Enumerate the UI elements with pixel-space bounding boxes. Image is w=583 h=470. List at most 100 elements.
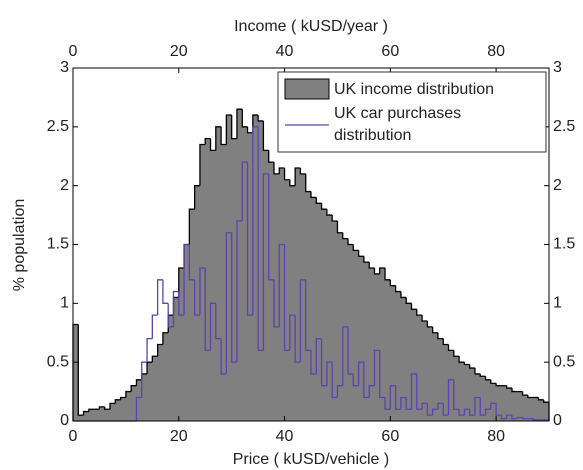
histogram-bar: [459, 362, 465, 421]
histogram-outline: [315, 197, 322, 204]
y2-tick-label: 0.5: [553, 353, 575, 370]
histogram-outline: [204, 137, 211, 145]
y-tick-label: 1: [60, 295, 69, 312]
histogram-bar: [99, 406, 106, 421]
histogram-step: [442, 403, 449, 416]
histogram-bar: [437, 338, 444, 421]
histogram-outline: [294, 167, 301, 186]
histogram-outline: [299, 168, 306, 175]
histogram-step: [268, 173, 274, 281]
histogram-outline: [474, 368, 481, 375]
histogram-outline: [463, 362, 470, 366]
histogram-outline: [236, 108, 243, 139]
x-axis-label: Price ( kUSD/vehicle ): [233, 451, 389, 468]
histogram-bar: [242, 126, 248, 421]
histogram-bar: [184, 244, 190, 421]
histogram-outline: [199, 143, 206, 186]
histogram-step: [167, 303, 174, 328]
histogram-bar: [321, 209, 328, 421]
histogram-step: [405, 397, 412, 410]
histogram-step: [151, 314, 158, 339]
y-tick-label: 2: [60, 177, 69, 194]
histogram-bar: [295, 168, 301, 421]
y2-tick-label: 2.5: [553, 118, 575, 135]
histogram-step: [209, 302, 216, 351]
histogram-bar: [226, 115, 233, 422]
histogram-outline: [268, 150, 274, 163]
histogram-outline: [511, 388, 518, 393]
histogram-bar: [210, 150, 217, 421]
histogram-step: [193, 279, 200, 316]
legend-swatch: [284, 78, 330, 100]
histogram-bar: [506, 388, 513, 421]
histogram-outline: [262, 120, 269, 152]
histogram-bar: [289, 185, 296, 421]
histogram-step: [410, 373, 417, 410]
x2-tick-label: 20: [170, 43, 188, 60]
histogram-bar: [205, 138, 211, 421]
histogram-bar: [215, 126, 222, 421]
histogram-outline: [310, 191, 317, 199]
histogram-step: [421, 402, 428, 410]
histogram-outline: [469, 364, 475, 369]
histogram-bar: [337, 232, 344, 421]
histogram-bar: [83, 411, 90, 421]
histogram-bar: [379, 268, 386, 421]
histogram-bar: [73, 324, 79, 421]
histogram-bar: [453, 356, 460, 421]
histogram-step: [183, 243, 190, 316]
histogram-step: [352, 373, 359, 387]
histogram-step: [437, 402, 444, 410]
y2-tick-label: 1: [553, 295, 562, 312]
histogram-outline: [320, 203, 327, 210]
histogram-step: [178, 291, 185, 316]
histogram-step: [469, 409, 475, 416]
histogram-bar: [390, 285, 397, 421]
histogram-outline: [347, 238, 354, 246]
histogram-step: [479, 397, 486, 416]
histogram-step: [447, 379, 454, 416]
histogram-outline: [178, 267, 185, 298]
histogram-outline: [400, 291, 407, 299]
histogram-outline: [336, 220, 343, 234]
histogram-step: [146, 337, 153, 363]
histogram-bar: [501, 385, 508, 421]
x-tick-label: 60: [381, 428, 399, 445]
histogram-outline: [389, 279, 396, 287]
histogram-bar: [168, 315, 174, 421]
histogram-bar: [316, 203, 322, 421]
histogram-bar: [464, 364, 471, 421]
histogram-bar: [247, 132, 254, 421]
histogram-bar: [120, 397, 127, 421]
histogram-outline: [283, 168, 290, 181]
histogram-bar: [252, 115, 259, 422]
histogram-outline: [188, 208, 195, 245]
histogram-step: [342, 326, 349, 386]
histogram-outline: [453, 350, 460, 357]
histogram-bar: [432, 332, 439, 421]
histogram-bar: [533, 397, 539, 421]
histogram-bar: [284, 179, 291, 421]
histogram-step: [252, 126, 259, 316]
histogram-step: [135, 396, 142, 421]
histogram-bar: [131, 385, 137, 421]
histogram-bar: [443, 344, 449, 421]
y-tick-label: 1.5: [47, 236, 69, 253]
histogram-step: [373, 349, 380, 386]
histogram-step: [204, 268, 211, 352]
histogram-bar: [136, 379, 143, 421]
histogram-bar: [273, 173, 280, 421]
x2-tick-label: 80: [487, 43, 505, 60]
histogram-outline: [135, 379, 142, 386]
histogram-bar: [94, 409, 100, 421]
histogram-bar: [427, 326, 434, 421]
histogram-outline: [405, 297, 412, 304]
histogram-bar: [448, 350, 455, 421]
histogram-step: [299, 279, 306, 363]
x2-tick-label: 0: [69, 43, 78, 60]
histogram-step: [431, 408, 438, 416]
histogram-outline: [394, 285, 401, 293]
histogram-bar: [511, 391, 518, 421]
histogram-bar: [374, 273, 381, 421]
histogram-outline: [442, 338, 449, 346]
